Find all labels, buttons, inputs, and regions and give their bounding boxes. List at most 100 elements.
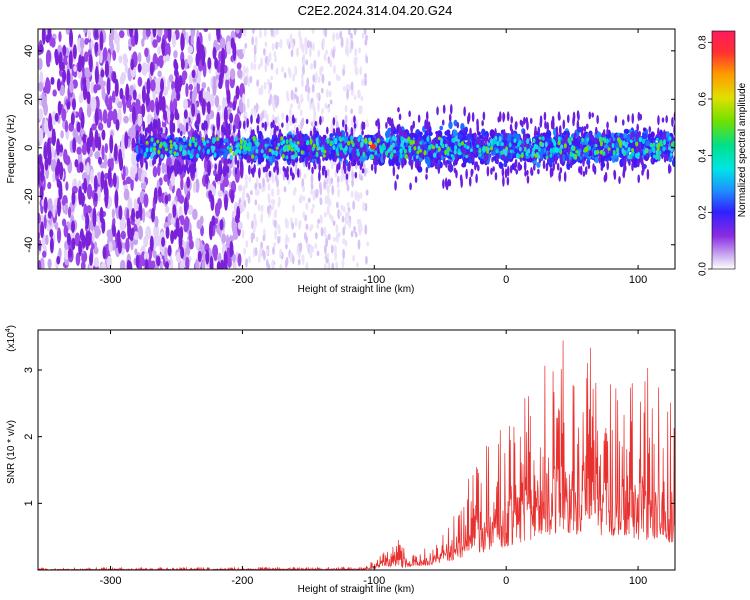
spectrogram-noise-cell	[91, 242, 95, 250]
spectrogram-noise-cell	[79, 228, 84, 241]
spectrogram-noise-cell	[247, 194, 251, 204]
spectrogram-noise-cell	[277, 236, 280, 244]
spectrogram-noise-cell	[68, 248, 73, 258]
spectrogram-noise-cell	[92, 141, 96, 152]
spectrogram-noise-cell	[308, 46, 312, 58]
spectrogram-noise-cell	[271, 188, 274, 198]
spectrogram-noise-cell	[287, 67, 291, 75]
spectrogram-noise-cell	[153, 224, 159, 239]
spectrogram-noise-cell	[267, 205, 270, 215]
spectrogram-noise-cell	[336, 34, 340, 40]
spectrogram-noise-cell	[262, 177, 265, 188]
spectrogram-band-cell	[309, 154, 312, 163]
spectrogram-noise-cell	[261, 249, 265, 258]
spectrogram-noise-cell	[255, 102, 259, 113]
spectrogram-noise-cell	[330, 177, 334, 184]
spectrogram-noise-cell	[80, 260, 86, 269]
spectrogram-noise-cell	[164, 261, 169, 269]
spectrogram-noise-cell	[180, 177, 184, 191]
spectrogram-band-cell	[475, 173, 478, 184]
spectrogram-noise-cell	[342, 237, 346, 245]
spectrogram-noise-cell	[213, 246, 218, 261]
spectrogram-band-cell	[373, 158, 376, 166]
spectrogram-noise-cell	[167, 244, 172, 257]
spectrogram-band-cell	[519, 119, 523, 126]
spectrogram-noise-cell	[105, 94, 109, 107]
spectrogram-noise-cell	[61, 199, 66, 206]
spectrogram-noise-cell	[143, 251, 150, 261]
spectrogram-noise-cell	[101, 80, 106, 87]
spectrogram-band-cell	[502, 111, 505, 123]
spectrogram-band-cell	[510, 116, 514, 124]
spectrogram-noise-cell	[364, 39, 368, 46]
spectrogram-band-cell	[642, 127, 647, 132]
spectrogram-band-cell	[606, 128, 609, 136]
spectrogram-noise-cell	[357, 89, 360, 99]
spectrogram-noise-cell	[336, 201, 339, 209]
spectrogram-noise-cell	[74, 159, 79, 168]
spectrogram-noise-cell	[346, 37, 349, 49]
spectrogram-noise-cell	[323, 262, 327, 269]
spectrogram-noise-cell	[38, 108, 44, 121]
spectrogram-noise-cell	[330, 215, 334, 223]
spectrogram-band-cell	[594, 156, 599, 164]
spectrogram-noise-cell	[361, 78, 365, 87]
spectrogram-noise-cell	[264, 41, 268, 48]
spectrogram-noise-cell	[40, 221, 45, 239]
spectrogram-noise-cell	[111, 90, 116, 103]
spectrogram-noise-cell	[153, 187, 158, 205]
spectrogram-noise-cell	[208, 32, 212, 42]
spectrogram-band-cell	[135, 145, 140, 153]
spectrogram-noise-cell	[157, 186, 162, 197]
spectrogram-noise-cell	[89, 252, 94, 266]
spectrogram-band-cell	[468, 176, 472, 187]
spectrogram-band-cell	[475, 161, 479, 168]
spectrogram-noise-cell	[308, 246, 312, 255]
spectrogram-noise-cell	[340, 174, 344, 183]
spectrogram-noise-cell	[319, 66, 323, 77]
spectrogram-noise-cell	[80, 111, 85, 129]
spectrogram-noise-cell	[178, 194, 185, 204]
spectrogram-noise-cell	[118, 30, 125, 39]
spectrogram-band-cell	[582, 156, 585, 167]
spectrogram-noise-cell	[237, 253, 242, 267]
spectrogram-noise-cell	[96, 225, 100, 238]
spectrogram-noise-cell	[145, 226, 152, 240]
spectrogram-band-cell	[432, 158, 435, 167]
spectrogram-band-cell	[587, 163, 591, 170]
spectrogram-noise-cell	[266, 113, 269, 123]
spectrogram-noise-cell	[365, 189, 369, 196]
spectrogram-noise-cell	[165, 42, 171, 59]
spectrogram-noise-cell	[216, 261, 221, 269]
spectrogram-band-cell	[650, 157, 654, 164]
spectrogram-noise-cell	[327, 233, 331, 241]
spectrogram-noise-cell	[271, 114, 275, 121]
spectrogram-noise-cell	[50, 159, 57, 172]
spectrogram-noise-cell	[279, 264, 283, 269]
spectrogram-noise-cell	[231, 253, 236, 263]
spectrogram-noise-cell	[94, 108, 99, 126]
spectrogram-band-cell	[303, 133, 309, 141]
spectrogram-noise-cell	[39, 185, 44, 201]
spectrogram-noise-cell	[298, 220, 302, 230]
spectrogram-band-cell	[542, 159, 546, 170]
spectrogram-band-cell	[444, 130, 450, 136]
spectrogram-band-cell	[234, 167, 238, 175]
spectrogram-noise-cell	[181, 70, 188, 81]
spectrogram-noise-cell	[312, 105, 316, 115]
spectrogram-noise-cell	[108, 228, 114, 245]
spectrogram-noise-cell	[165, 54, 170, 62]
spectrogram-noise-cell	[63, 250, 70, 260]
spectrogram-noise-cell	[269, 82, 273, 91]
spectrogram-noise-cell	[245, 174, 248, 181]
spectrogram-noise-cell	[275, 67, 279, 76]
spectrogram-noise-cell	[350, 81, 354, 91]
spectrogram-band-cell	[591, 134, 595, 143]
spectrogram-band-cell	[638, 130, 641, 137]
spectrogram-noise-cell	[64, 120, 69, 133]
spectrogram-band-cell	[606, 121, 609, 129]
spectrogram-noise-cell	[78, 185, 83, 206]
spectrogram-band-cell	[361, 130, 364, 136]
spectrogram-noise-cell	[270, 62, 274, 71]
spectrogram-noise-cell	[64, 202, 68, 216]
